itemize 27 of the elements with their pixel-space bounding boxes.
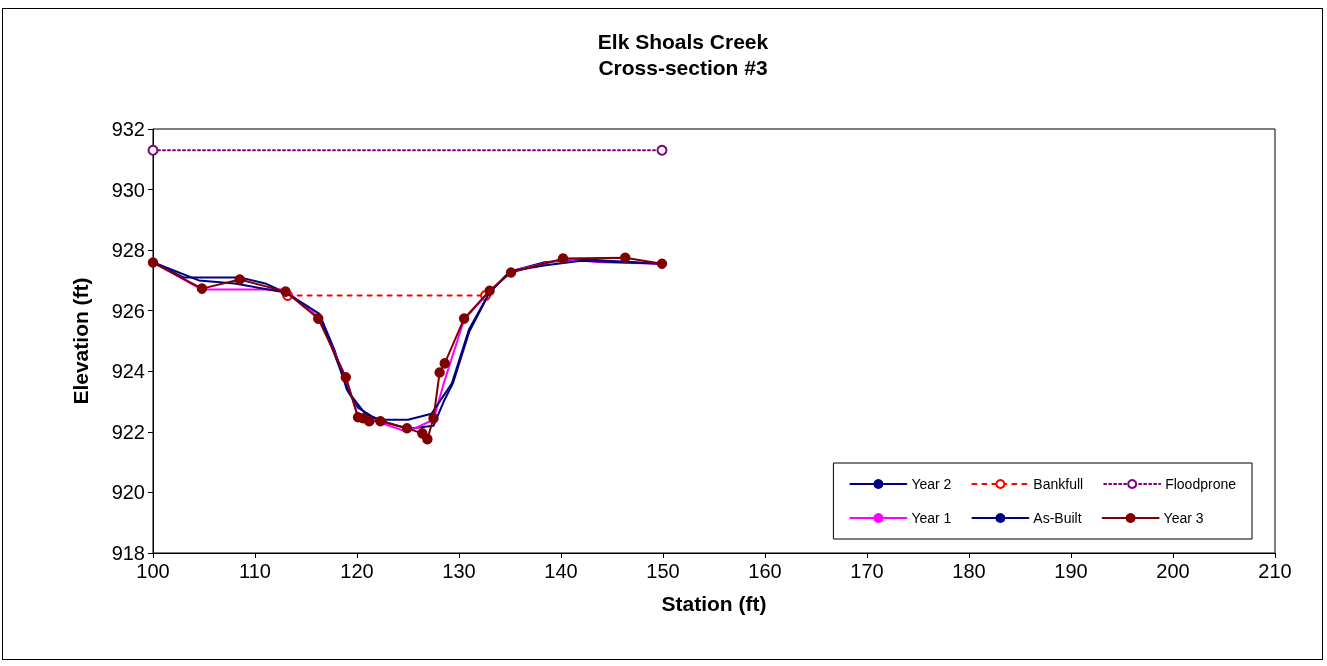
y-tick-label: 928 xyxy=(111,239,145,262)
y-tick-label: 930 xyxy=(111,178,145,201)
y-tick-label: 924 xyxy=(111,360,145,383)
x-tick-label: 200 xyxy=(1156,560,1190,582)
x-axis-title: Station (ft) xyxy=(661,592,767,615)
x-tick-label: 130 xyxy=(442,560,476,582)
legend-label: Bankfull xyxy=(1033,476,1084,492)
x-tick-label: 160 xyxy=(748,560,782,582)
x-tick-label: 110 xyxy=(239,560,271,582)
x-tick-label: 140 xyxy=(544,560,578,582)
legend-label: Year 2 xyxy=(911,476,952,492)
y-tick-label: 932 xyxy=(111,118,145,140)
y-tick-label: 926 xyxy=(111,299,145,322)
legend-label: As-Built xyxy=(1033,510,1082,526)
x-tick-label: 210 xyxy=(1258,560,1292,582)
legend-label: Year 3 xyxy=(1163,510,1204,526)
y-tick-label: 922 xyxy=(111,420,145,443)
legend-label: Year 1 xyxy=(911,510,952,526)
legend-label: Floodprone xyxy=(1165,476,1237,492)
x-tick-label: 190 xyxy=(1054,560,1088,582)
x-tick-label: 120 xyxy=(340,560,374,582)
y-tick-label: 920 xyxy=(111,481,145,504)
x-tick-label: 180 xyxy=(952,560,986,582)
x-tick-label: 150 xyxy=(646,560,680,582)
x-tick-label: 170 xyxy=(850,560,884,582)
chart-title: Elk Shoals Creek Cross-section #3 xyxy=(597,29,769,79)
y-axis-title: Elevation (ft) xyxy=(69,277,92,405)
